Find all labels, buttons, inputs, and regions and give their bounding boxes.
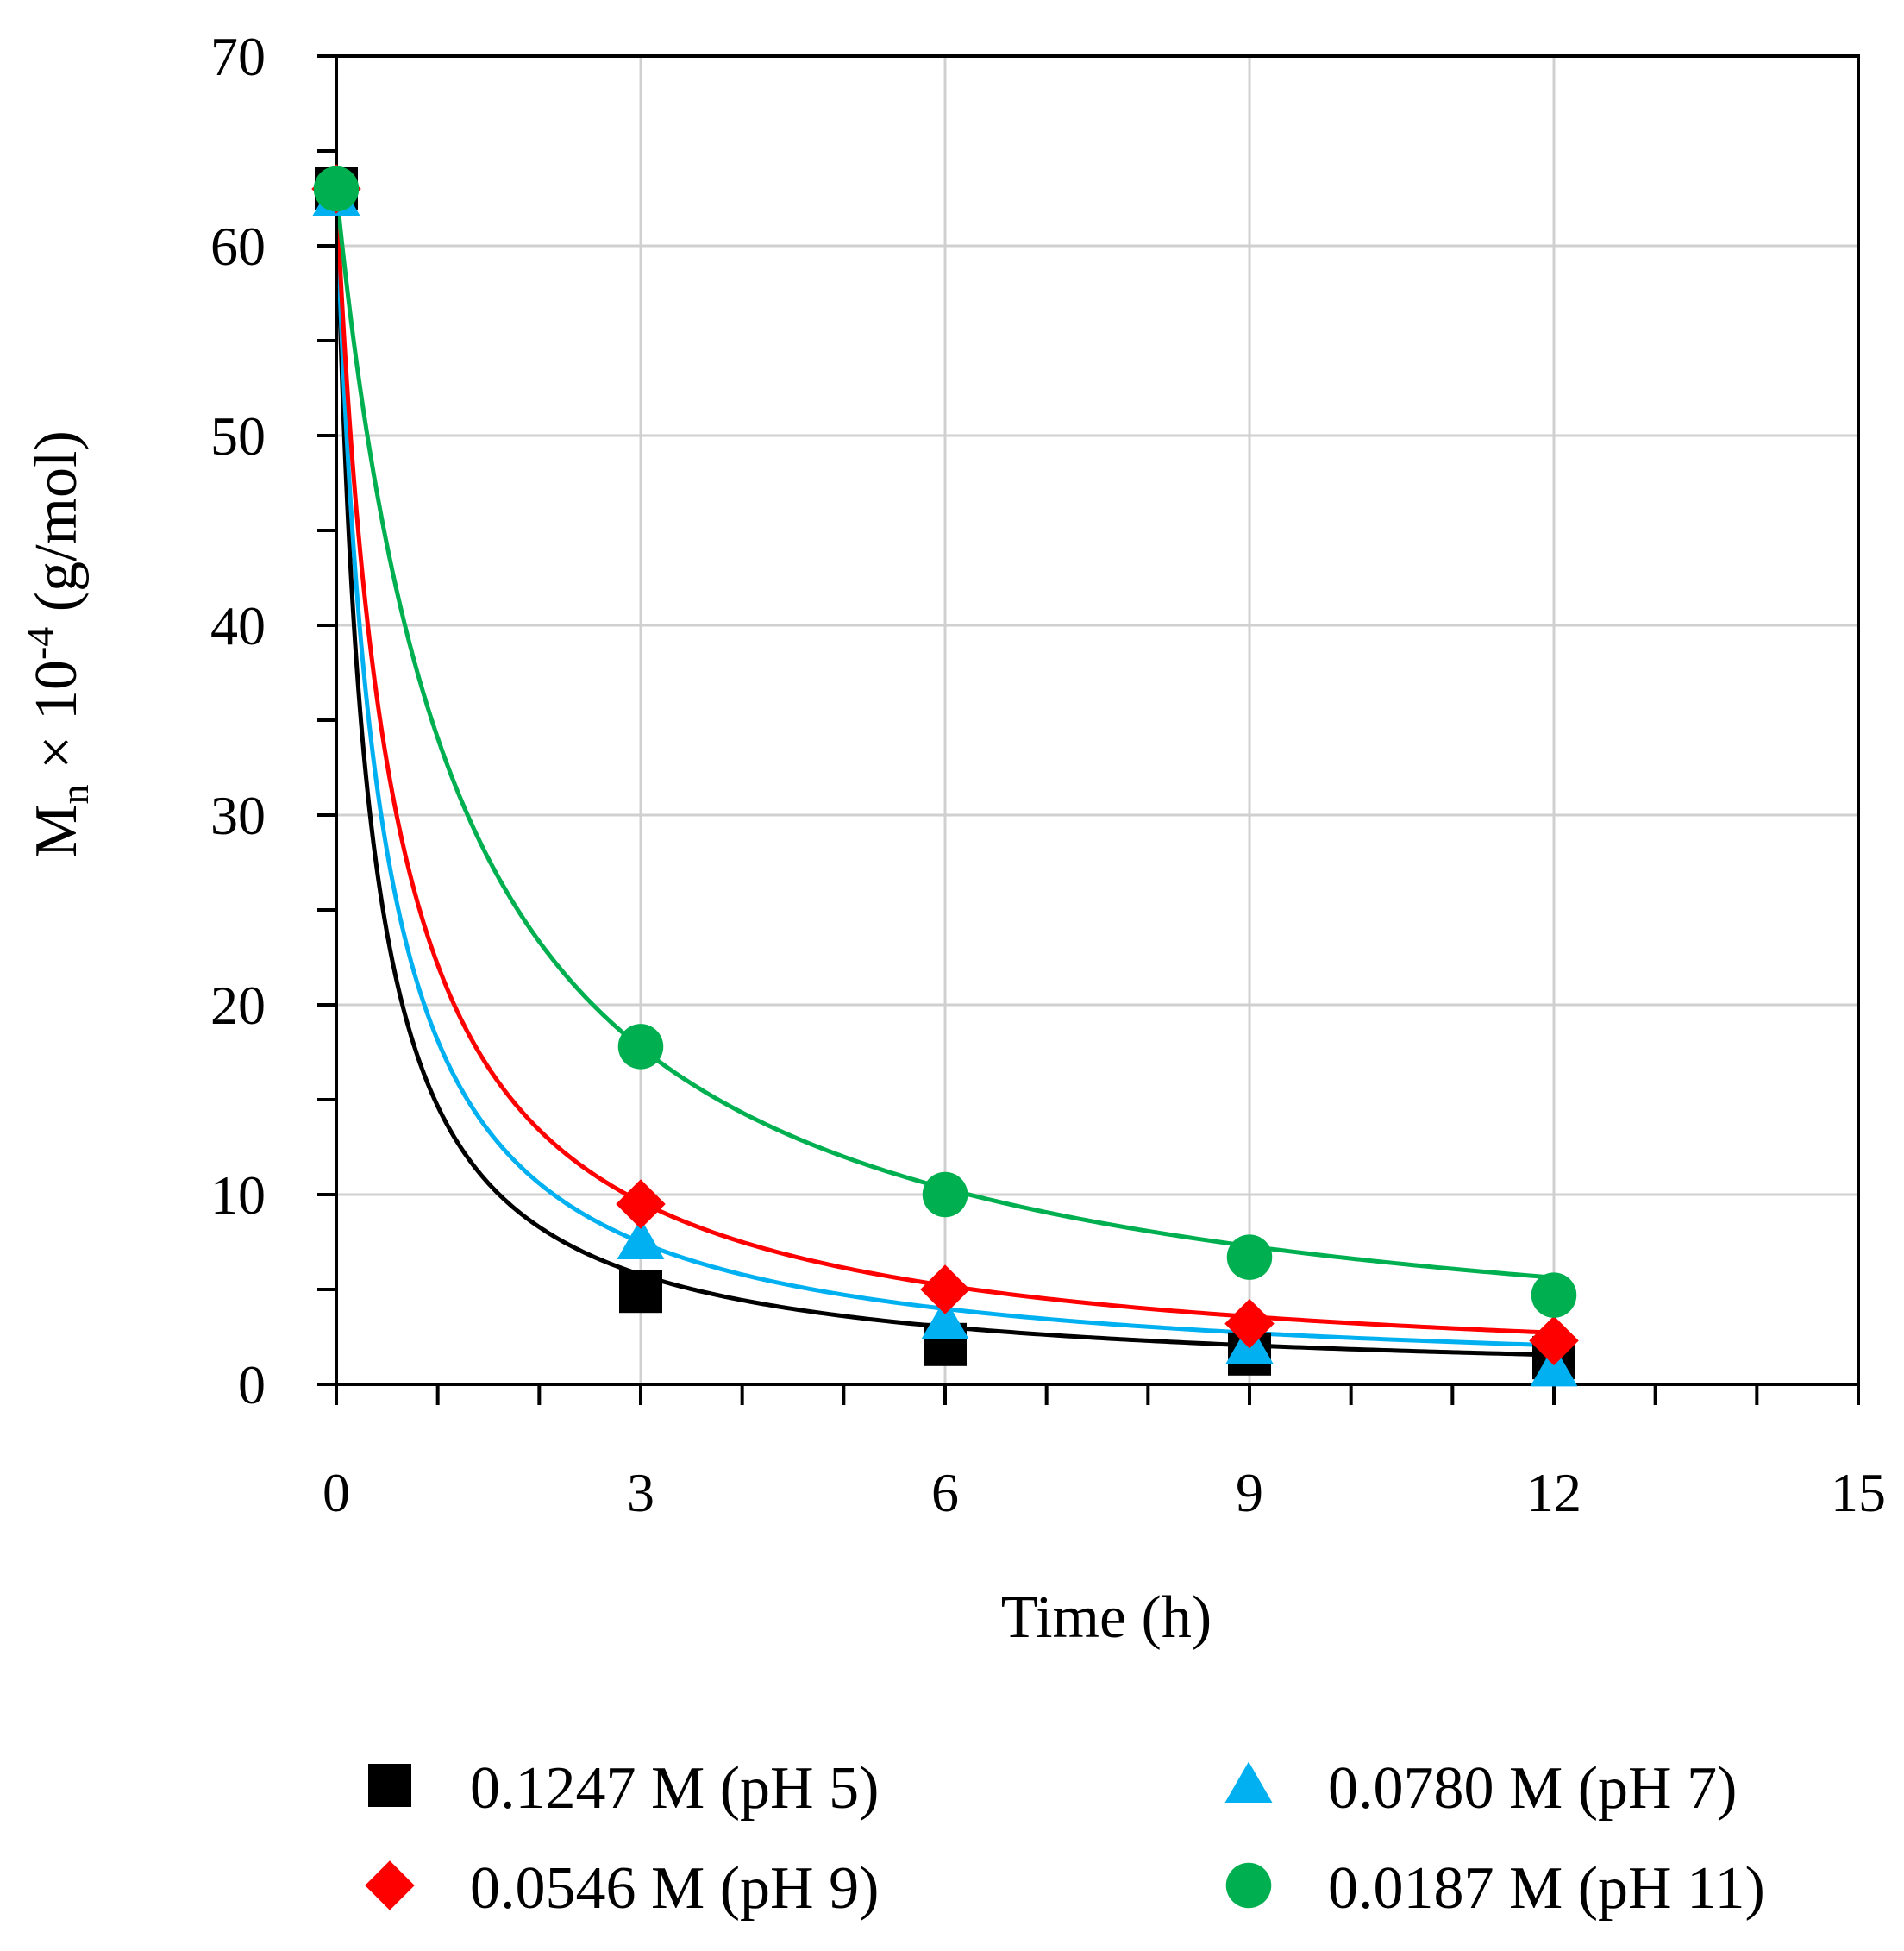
legend: 0.1247 M (pH 5) 0.0780 M (pH 7) 0.0546 M (… (365, 1755, 1765, 1922)
y-tick-label-2: 20 (210, 975, 266, 1036)
data-point-s1-p1 (617, 1218, 665, 1259)
data-point-s2-p4 (1529, 1315, 1579, 1366)
data-point-s2-p3 (1224, 1298, 1275, 1349)
y-tick-label-4: 40 (210, 595, 266, 656)
y-tick-label-6: 60 (210, 216, 266, 277)
data-point-s3-p0 (313, 166, 360, 212)
plot-frame (335, 54, 1860, 1386)
y-tick-label-5: 50 (210, 405, 266, 467)
grid (336, 54, 1860, 1384)
y-axis-title-sub: n (53, 785, 97, 805)
data-point-s3-p2 (922, 1171, 968, 1218)
x-axis-title: Time (h) (1001, 1584, 1212, 1651)
y-axis-title-sup: -4 (18, 627, 62, 660)
legend-marker-1 (1224, 1761, 1273, 1803)
y-tick-label-0: 0 (238, 1354, 266, 1415)
y-tick-label-3: 30 (210, 785, 266, 846)
data-point-s2-p1 (616, 1179, 666, 1229)
y-axis-title-mid: × 10 (23, 660, 90, 784)
x-tick-label-2: 6 (931, 1462, 959, 1523)
x-tick-label-4: 12 (1526, 1462, 1581, 1523)
data-point-s3-p3 (1226, 1234, 1273, 1280)
legend-label-3: 0.0187 M (pH 11) (1328, 1855, 1765, 1922)
legend-label-2: 0.0546 M (pH 9) (470, 1855, 879, 1922)
legend-marker-3 (1225, 1862, 1272, 1909)
data-point-s1-p4 (1530, 1345, 1578, 1387)
tick-labels: 0 3 6 9 12 15 0 10 20 30 40 50 60 70 (210, 26, 1886, 1523)
y-axis-title-unit: (g/mol) (23, 430, 90, 626)
legend-marker-2 (365, 1860, 415, 1910)
legend-label-0: 0.1247 M (pH 5) (470, 1755, 879, 1822)
x-tick-label-5: 15 (1831, 1462, 1886, 1523)
data-point-s1-p2 (921, 1297, 969, 1339)
x-tick-label-0: 0 (323, 1462, 350, 1523)
data-point-s3-p1 (617, 1024, 664, 1070)
data-point-s2-p2 (920, 1264, 970, 1314)
data-point-s0-p1 (619, 1270, 662, 1314)
x-tick-label-3: 9 (1236, 1462, 1263, 1523)
y-tick-label-7: 70 (210, 26, 266, 87)
y-tick-label-1: 10 (210, 1164, 266, 1226)
data-point-s3-p4 (1531, 1272, 1577, 1318)
legend-label-1: 0.0780 M (pH 7) (1328, 1755, 1737, 1822)
y-axis-title-main: M (23, 805, 90, 858)
markers (311, 164, 1579, 1387)
axes (317, 54, 1860, 1405)
y-axis-title: Mn × 10-4 (g/mol) (18, 430, 97, 858)
legend-marker-0 (368, 1764, 411, 1807)
x-tick-label-1: 3 (627, 1462, 654, 1523)
